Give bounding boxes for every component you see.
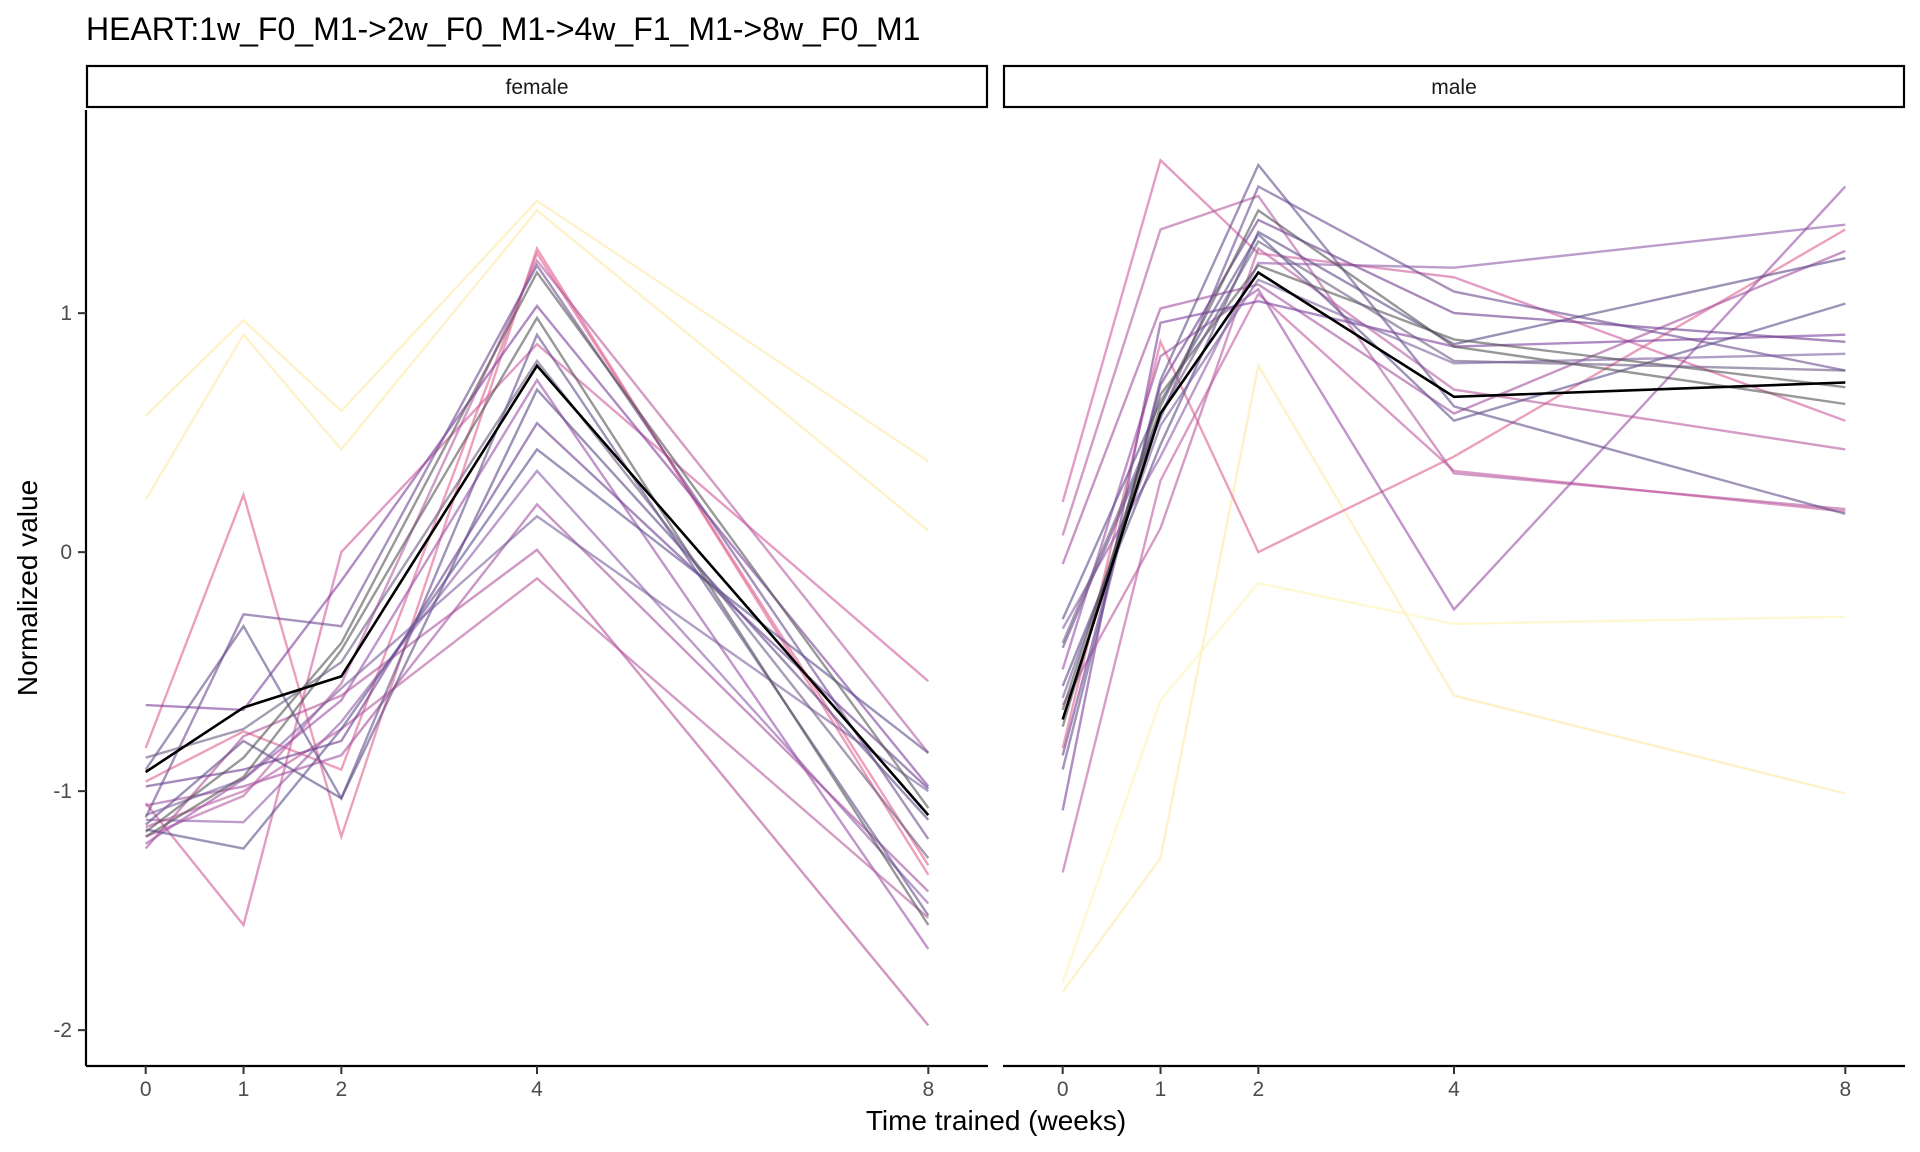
male-series-line-3 bbox=[1061, 228, 1846, 749]
male-series-line-2 bbox=[1061, 581, 1846, 983]
x-tick-label: 4 bbox=[1448, 1078, 1460, 1101]
female-series-line-12 bbox=[145, 304, 930, 788]
y-tick-label: 0 bbox=[60, 541, 72, 564]
male-series-lines bbox=[1061, 157, 1847, 993]
female-series-line-21 bbox=[145, 358, 930, 859]
x-tick-label: 2 bbox=[336, 1078, 348, 1101]
x-axis-title: Time trained (weeks) bbox=[866, 1105, 1126, 1136]
female-series-line-16 bbox=[145, 421, 930, 790]
female-series-line-5 bbox=[144, 342, 930, 928]
male-series-line-18 bbox=[1061, 208, 1846, 711]
x-tick-label: 8 bbox=[922, 1078, 934, 1101]
y-axis-title: Normalized value bbox=[12, 480, 43, 696]
female-series-line-18 bbox=[145, 514, 929, 817]
y-tick-label: -2 bbox=[53, 1019, 72, 1042]
x-tick-label: 0 bbox=[1057, 1078, 1069, 1101]
female-series-line-13 bbox=[144, 263, 930, 840]
female-series-line-17 bbox=[145, 447, 930, 850]
male-series-line-9 bbox=[1061, 223, 1846, 630]
x-tick-label: 1 bbox=[1155, 1078, 1167, 1101]
y-axis-ticks: -2 -1 0 1 bbox=[53, 302, 86, 1042]
y-tick-label: -1 bbox=[53, 780, 72, 803]
female-series-lines bbox=[144, 199, 930, 1027]
male-series-line-6 bbox=[1061, 292, 1846, 873]
female-mean-line bbox=[144, 363, 930, 816]
female-series-line-8 bbox=[145, 469, 930, 905]
male-series-line-1 bbox=[1061, 362, 1846, 993]
strip-female-label: female bbox=[505, 76, 568, 99]
female-series-line-15 bbox=[144, 387, 930, 826]
male-series-line-7 bbox=[1061, 185, 1847, 670]
male-series-line-4 bbox=[1061, 157, 1846, 503]
male-series-line-11 bbox=[1061, 246, 1846, 706]
panel-male: male 0 1 2 4 8 bbox=[1002, 64, 1906, 1101]
x-tick-label: 2 bbox=[1253, 1078, 1265, 1101]
x-tick-label: 4 bbox=[531, 1078, 543, 1101]
y-tick-label: 1 bbox=[60, 302, 72, 325]
male-series-line-20 bbox=[1061, 239, 1846, 644]
female-series-line-2 bbox=[144, 208, 930, 532]
female-series-line-6 bbox=[145, 258, 930, 838]
female-x-axis-ticks: 0 1 2 4 8 bbox=[140, 1066, 934, 1101]
panel-female: female -2 -1 0 1 0 1 2 4 8 bbox=[53, 64, 989, 1101]
male-series-line-14 bbox=[1061, 230, 1846, 687]
x-tick-label: 8 bbox=[1839, 1078, 1851, 1101]
male-series-line-13 bbox=[1061, 162, 1846, 770]
male-series-line-19 bbox=[1061, 263, 1846, 727]
female-series-line-10 bbox=[144, 548, 930, 1027]
male-mean-line bbox=[1061, 270, 1846, 720]
male-series-line-15 bbox=[1061, 232, 1846, 620]
female-series-line-1 bbox=[144, 199, 929, 463]
chart-title: HEART:1w_F0_M1->2w_F0_M1->4w_F1_M1->8w_F… bbox=[86, 11, 920, 47]
male-series-line-10 bbox=[1061, 299, 1846, 811]
female-series-line-7 bbox=[145, 377, 930, 950]
strip-female-box bbox=[85, 64, 989, 109]
x-tick-label: 1 bbox=[238, 1078, 250, 1101]
strip-male-box bbox=[1002, 64, 1906, 109]
female-series-line-9 bbox=[145, 502, 930, 893]
female-series-line-11 bbox=[145, 576, 930, 919]
x-tick-label: 0 bbox=[140, 1078, 152, 1101]
male-x-axis-ticks: 0 1 2 4 8 bbox=[1057, 1066, 1851, 1101]
female-series-line-19 bbox=[145, 315, 930, 926]
female-series-line-20 bbox=[144, 270, 930, 833]
strip-male-label: male bbox=[1431, 76, 1477, 99]
male-series-line-12 bbox=[1061, 184, 1846, 649]
